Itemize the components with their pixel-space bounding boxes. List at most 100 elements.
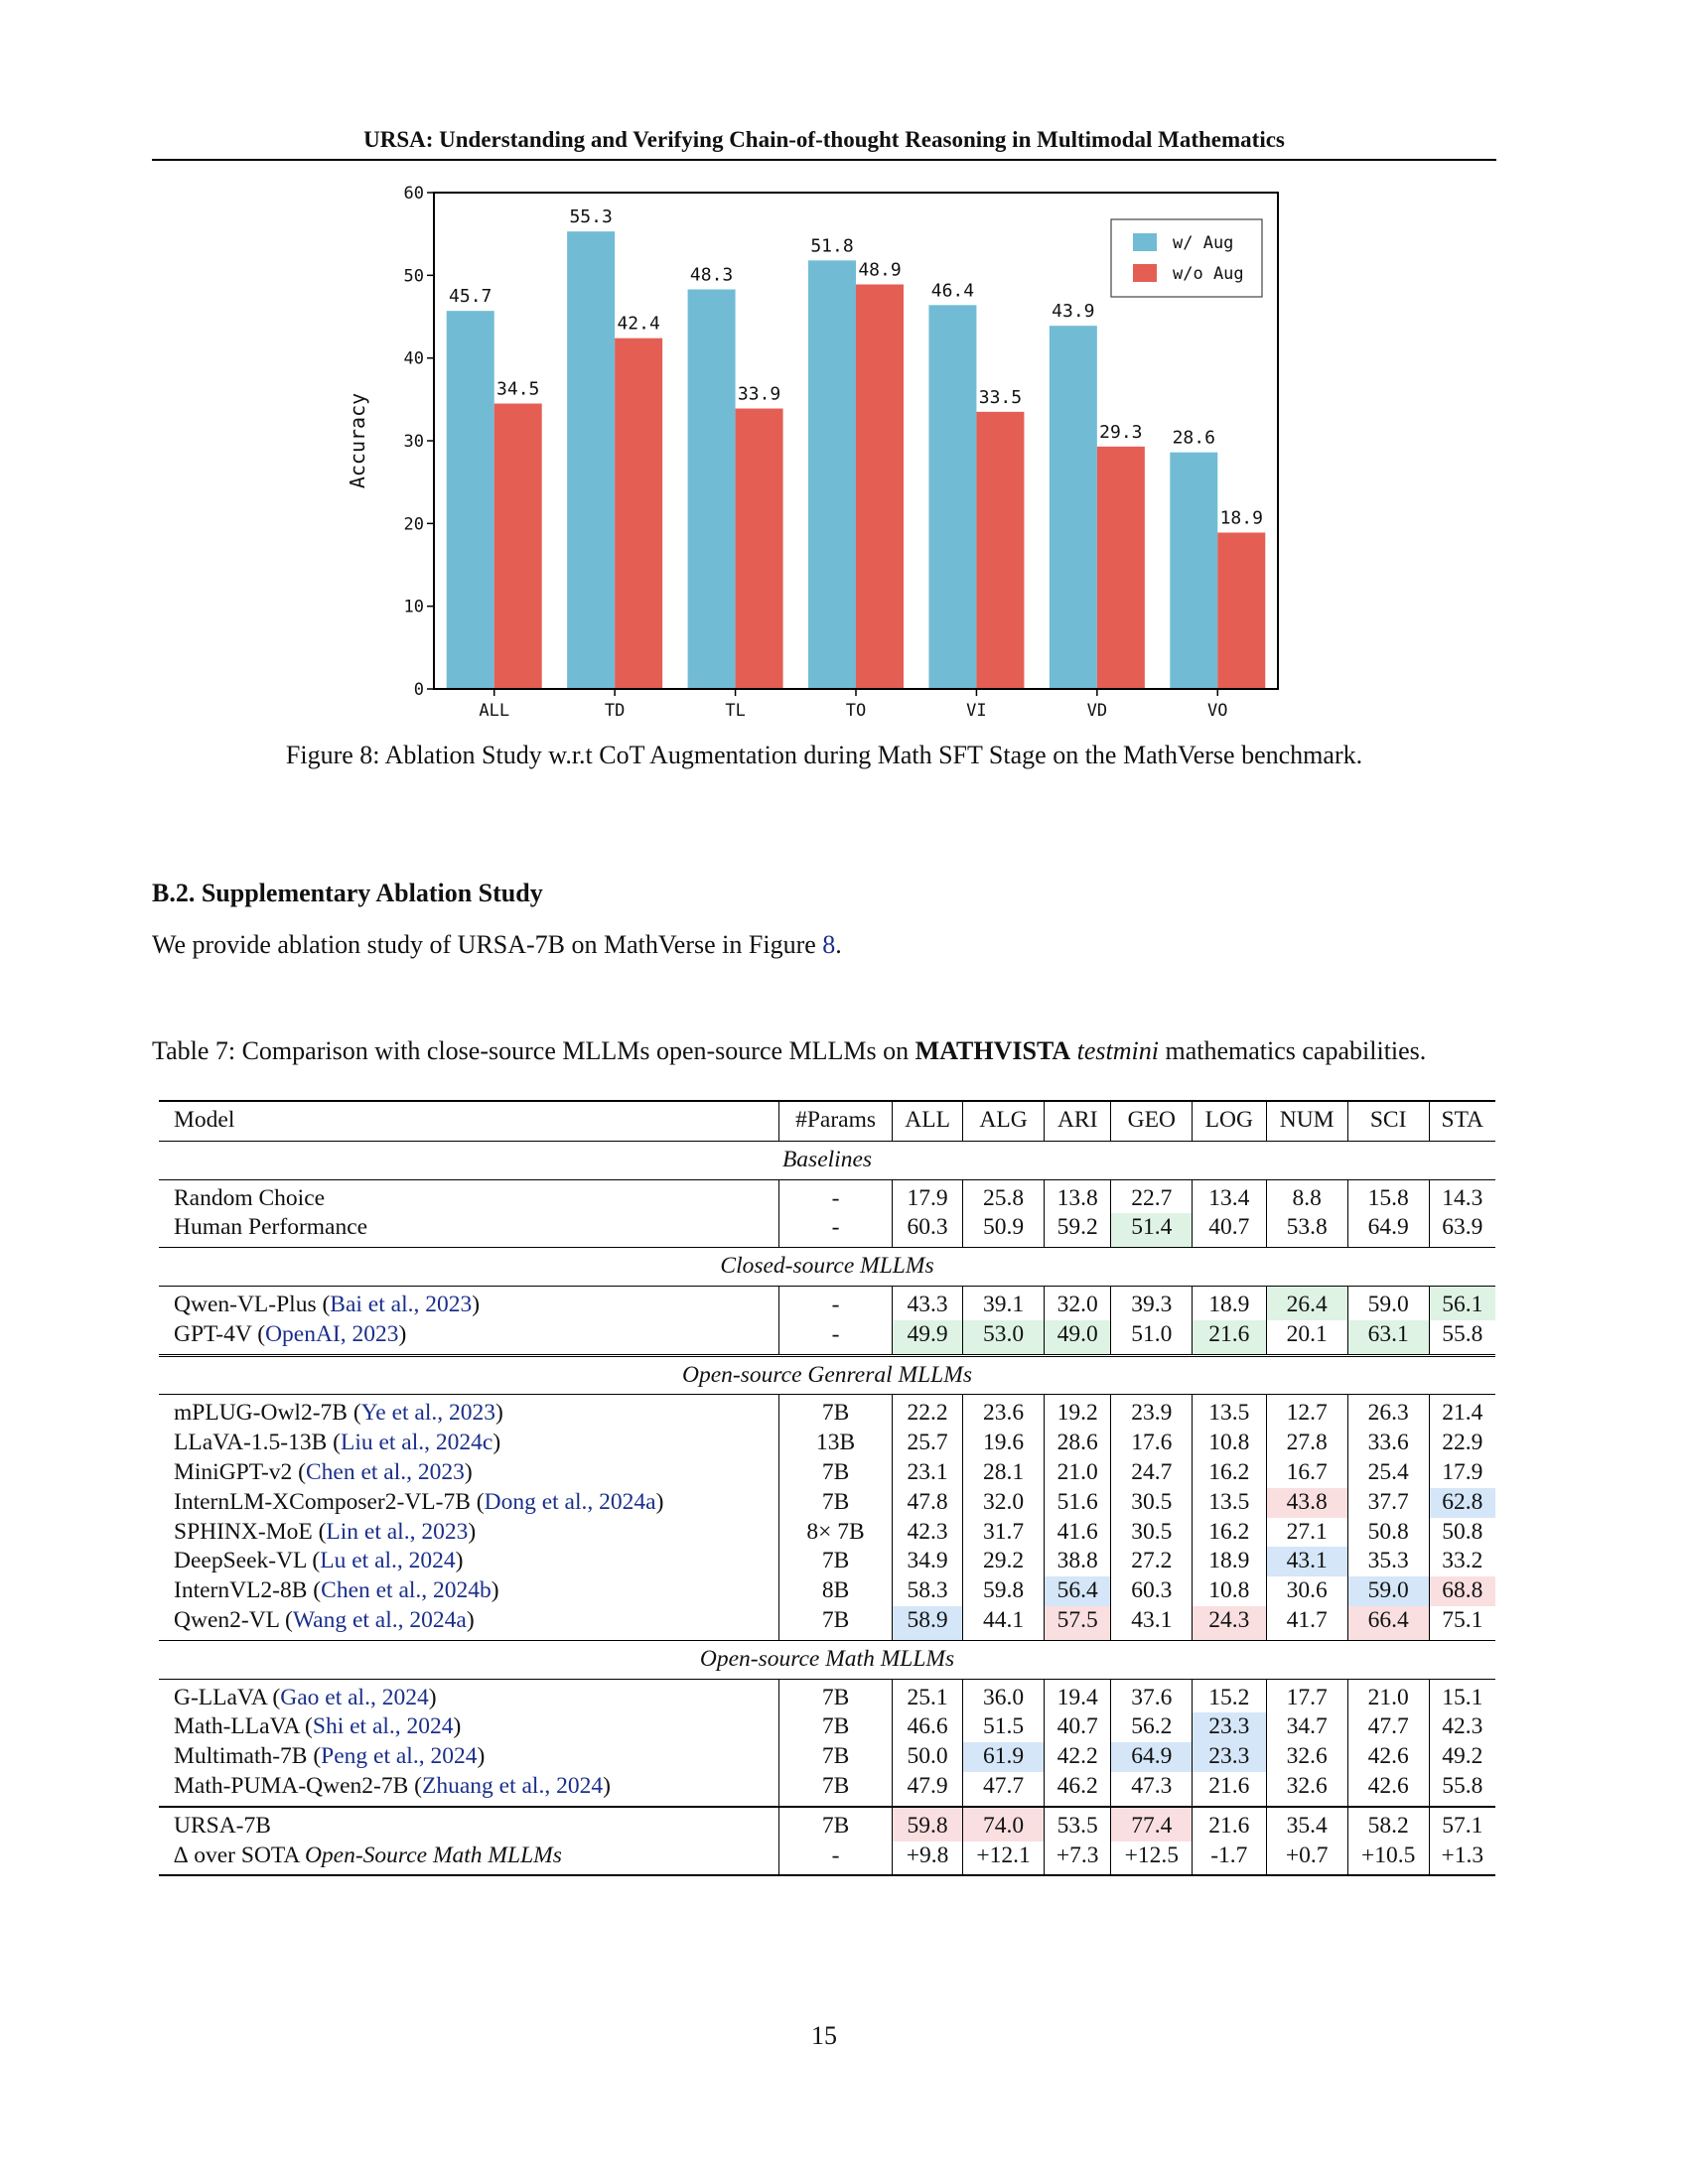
y-axis-label: Accuracy (346, 393, 369, 488)
citation-link[interactable]: Ye et al., 2023 (360, 1400, 495, 1427)
score-cell: 19.2 (1043, 1394, 1111, 1430)
table-row: GPT-4V (OpenAI, 2023) -49.9 53.0 49.0 51.0 21… (159, 1319, 1495, 1356)
y-tick-label: 30 (404, 432, 424, 452)
data-label: 42.4 (617, 314, 659, 335)
score-cell: 30.6 (1265, 1576, 1348, 1606)
score-cell: 18.9 (1192, 1286, 1266, 1320)
header-rule (152, 159, 1496, 161)
score-cell: 21.6 (1192, 1771, 1266, 1807)
column-header: ARI (1043, 1099, 1111, 1142)
score-cell: 30.5 (1110, 1517, 1193, 1548)
score-cell: 61.9 (962, 1742, 1045, 1772)
column-header: GEO (1110, 1099, 1193, 1142)
score-cell: 42.3 (1428, 1712, 1495, 1743)
score-cell: 50.8 (1346, 1517, 1430, 1548)
param-count: 7B (778, 1547, 893, 1577)
table-row: Qwen-VL-Plus (Bai et al., 2023) -43.3 39.1… (159, 1286, 1495, 1320)
score-cell: 58.9 (892, 1605, 963, 1641)
score-cell: 64.9 (1110, 1742, 1193, 1772)
score-cell: 10.8 (1192, 1576, 1266, 1606)
score-cell: 39.1 (962, 1286, 1045, 1320)
param-count: 13B (778, 1429, 893, 1458)
score-cell: 41.7 (1265, 1605, 1348, 1641)
group-title: Baselines (159, 1140, 1495, 1180)
score-cell: 17.9 (892, 1179, 963, 1214)
citation-link[interactable]: Chen et al., 2024b (321, 1577, 492, 1604)
page-number: 15 (811, 2021, 837, 2050)
param-count: - (778, 1319, 893, 1356)
score-cell: 25.8 (962, 1179, 1045, 1214)
param-count: 7B (778, 1679, 893, 1713)
score-cell: 26.3 (1346, 1394, 1430, 1430)
score-cell: 32.0 (1043, 1286, 1111, 1320)
bar (1170, 452, 1218, 689)
section-paragraph: We provide ablation study of URSA-7B on … (152, 930, 842, 959)
score-cell: 42.2 (1043, 1742, 1111, 1772)
score-cell: 57.1 (1428, 1805, 1495, 1842)
table-row: URSA-7B 7B 59.8 74.0 53.5 77.4 21.6 35.4 58.2 57.… (159, 1805, 1495, 1842)
x-tick-label: TL (725, 701, 745, 721)
table-row: InternVL2-8B (Chen et al., 2024b) 8B 58.3 5… (159, 1576, 1495, 1606)
citation-link[interactable]: Chen et al., 2023 (305, 1458, 465, 1485)
score-cell: 75.1 (1428, 1605, 1495, 1641)
score-cell: 49.0 (1043, 1319, 1111, 1356)
citation-link[interactable]: Bai et al., 2023 (330, 1291, 473, 1317)
model-name: Multimath-7B (Peng et al., 2024) (174, 1743, 486, 1770)
bar (928, 305, 977, 689)
citation-link[interactable]: Dong et al., 2024a (484, 1488, 656, 1515)
score-cell: 50.9 (962, 1213, 1045, 1248)
score-cell: 62.8 (1428, 1487, 1495, 1518)
group-header-row: Open-source Math MLLMs (159, 1639, 1495, 1680)
citation-link[interactable]: Wang et al., 2024a (292, 1606, 467, 1633)
data-label: 33.9 (738, 384, 780, 405)
model-name: InternLM-XComposer2-VL-7B (Dong et al., … (174, 1488, 664, 1515)
score-cell: 63.1 (1346, 1319, 1430, 1356)
table-row: MiniGPT-v2 (Chen et al., 2023) 7B 23.1 28.1… (159, 1457, 1495, 1488)
score-cell: 27.2 (1110, 1547, 1193, 1577)
x-tick-label: VI (966, 701, 986, 721)
score-cell: 60.3 (1110, 1576, 1193, 1606)
model-name: URSA-7B (159, 1805, 779, 1842)
split-name: testmini (1076, 1036, 1159, 1065)
param-count: - (778, 1213, 893, 1248)
score-cell: 23.3 (1192, 1712, 1266, 1743)
bar (976, 411, 1025, 689)
score-cell: 16.7 (1265, 1457, 1348, 1488)
citation-link[interactable]: Gao et al., 2024 (280, 1684, 429, 1710)
score-cell: 19.4 (1043, 1679, 1111, 1713)
score-cell: 21.4 (1428, 1394, 1495, 1430)
data-label: 28.6 (1173, 428, 1215, 449)
score-cell: 58.2 (1346, 1805, 1430, 1842)
group-header-row: Closed-source MLLMs (159, 1247, 1495, 1287)
citation-link[interactable]: Shi et al., 2024 (312, 1713, 454, 1740)
model-name: Qwen-VL-Plus (Bai et al., 2023) (174, 1291, 481, 1317)
citation-link[interactable]: Peng et al., 2024 (321, 1743, 478, 1770)
score-cell: 60.3 (892, 1213, 963, 1248)
citation-link[interactable]: Liu et al., 2024c (340, 1430, 493, 1456)
bar (446, 311, 494, 689)
score-cell: 10.8 (1192, 1429, 1266, 1458)
score-cell: 41.6 (1043, 1517, 1111, 1548)
score-cell: +9.8 (892, 1841, 963, 1877)
citation-link[interactable]: Lu et al., 2024 (320, 1548, 456, 1574)
citation-link[interactable]: OpenAI, 2023 (265, 1320, 399, 1347)
param-count: 8× 7B (778, 1517, 893, 1548)
bar (808, 260, 856, 689)
bar (493, 403, 542, 689)
score-cell: 30.5 (1110, 1487, 1193, 1518)
data-label: 48.9 (858, 260, 901, 281)
citation-link[interactable]: Lin et al., 2023 (326, 1518, 469, 1545)
column-header: SCI (1346, 1099, 1430, 1142)
score-cell: 33.6 (1346, 1429, 1430, 1458)
figure-ref-link[interactable]: 8 (822, 930, 836, 959)
citation-link[interactable]: Zhuang et al., 2024 (422, 1772, 604, 1799)
score-cell: 28.6 (1043, 1429, 1111, 1458)
y-tick-label: 10 (404, 598, 424, 617)
model-name: Qwen2-VL (Wang et al., 2024a) (174, 1606, 475, 1633)
score-cell: 37.6 (1110, 1679, 1193, 1713)
score-cell: 23.1 (892, 1457, 963, 1488)
score-cell: 17.9 (1428, 1457, 1495, 1488)
table-row: DeepSeek-VL (Lu et al., 2024) 7B 34.9 29.2 3… (159, 1547, 1495, 1577)
score-cell: 53.5 (1043, 1805, 1111, 1842)
bar (615, 338, 663, 689)
